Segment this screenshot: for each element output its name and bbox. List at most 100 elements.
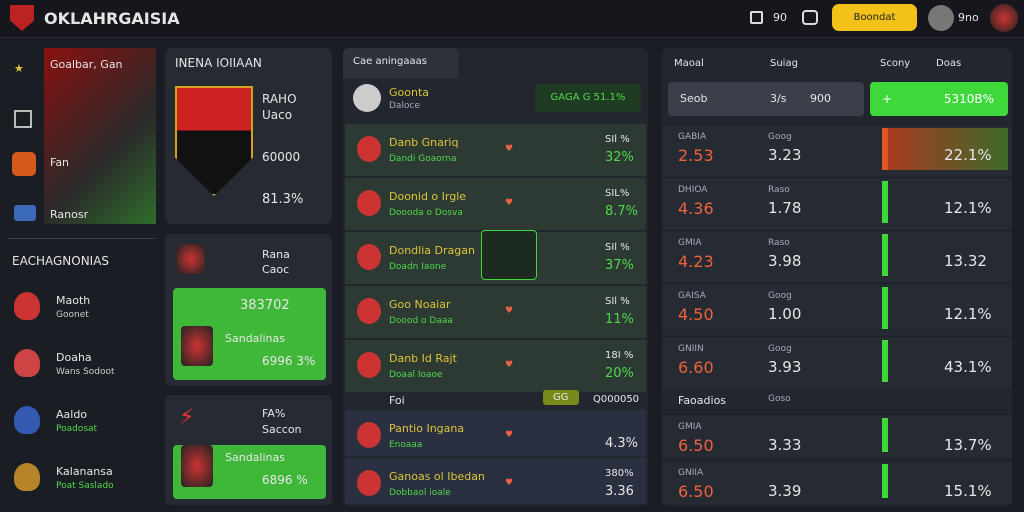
text: Uaco bbox=[262, 108, 293, 122]
bar-label: Seob bbox=[680, 92, 708, 105]
feature-title: Goalbar, Gan bbox=[50, 58, 123, 71]
match-top: SIl % bbox=[605, 134, 630, 145]
odds-bar bbox=[882, 181, 888, 223]
odds-row bbox=[662, 336, 1012, 388]
matches-panel: Cae aningaaas Goonta Daloce GAGA G 51.1%… bbox=[343, 48, 648, 506]
count: 90 bbox=[773, 11, 787, 24]
team-name: Maoth bbox=[56, 294, 91, 307]
pct: 6996 3% bbox=[262, 354, 316, 368]
odds-panel: Seob 3/s 900 + 5310B% Maoal Suiag Scony Doa… bbox=[662, 48, 1012, 506]
match-name: Pantio Ingana bbox=[389, 422, 465, 435]
team-logo bbox=[14, 463, 40, 491]
button[interactable]: Boondat bbox=[832, 4, 917, 31]
team-logo bbox=[357, 422, 381, 448]
value: 60000 bbox=[262, 150, 301, 164]
odds-label: GAISA bbox=[678, 291, 706, 301]
user: 9no bbox=[958, 11, 979, 24]
team-logo bbox=[357, 352, 381, 378]
arrow: ♥ bbox=[505, 478, 514, 488]
team-logo bbox=[357, 470, 381, 496]
odds-row bbox=[662, 460, 1012, 504]
bar-value[interactable]: + 5310B% bbox=[870, 82, 1008, 116]
text: RAHO bbox=[262, 92, 297, 106]
value: 383702 bbox=[240, 298, 290, 313]
avatar bbox=[353, 84, 381, 112]
name: Goonta bbox=[389, 86, 430, 99]
feature-image bbox=[44, 48, 156, 224]
odds-bar bbox=[882, 340, 888, 382]
card-title: INENA IOIIAAN bbox=[175, 56, 262, 70]
odds-bar bbox=[882, 287, 888, 329]
odds-value: 6.60 bbox=[678, 358, 714, 377]
odds-sub: Goog bbox=[768, 132, 792, 142]
badge[interactable]: GAGA G 51.1% bbox=[535, 84, 641, 112]
sub: Daloce bbox=[389, 101, 420, 111]
odds-label: GMIA bbox=[678, 238, 702, 248]
odds-right: 12.1% bbox=[944, 199, 992, 217]
match-pct: 8.7% bbox=[605, 204, 639, 219]
odds-right: 43.1% bbox=[944, 358, 992, 376]
sep-a: Faoadios bbox=[678, 394, 727, 407]
match-sub: Doooda o Dosva bbox=[389, 208, 463, 218]
match-pct: 20% bbox=[605, 366, 634, 381]
arrow: ♥ bbox=[505, 430, 514, 440]
match-sub: Doadn Iaone bbox=[389, 262, 447, 272]
icon[interactable] bbox=[750, 11, 763, 24]
odds-bar bbox=[882, 464, 888, 498]
odds-mid: 3.23 bbox=[768, 146, 802, 164]
team-logo bbox=[357, 298, 381, 324]
odds-mid: 1.00 bbox=[768, 305, 802, 323]
icon[interactable] bbox=[14, 110, 32, 128]
team-sub: Goonet bbox=[56, 310, 89, 320]
match-top: SIl % bbox=[605, 296, 630, 307]
odds-bar bbox=[882, 418, 888, 452]
odds-sub: Raso bbox=[768, 238, 790, 248]
match-sub: Doood o Daaa bbox=[389, 316, 453, 326]
bar[interactable] bbox=[668, 82, 864, 116]
match-top: SIL% bbox=[605, 188, 630, 199]
crest bbox=[175, 86, 253, 196]
icon[interactable] bbox=[12, 152, 36, 176]
match-name: Danb Gnariq bbox=[389, 136, 459, 149]
odds-value: 4.50 bbox=[678, 305, 714, 324]
card[interactable]: INENA IOIIAAN RAHO Uaco 60000 81.3% bbox=[165, 48, 332, 224]
avatar[interactable] bbox=[928, 5, 954, 31]
card[interactable]: Rana Caoc 383702 Sandalinas 6996 3% bbox=[165, 234, 332, 386]
match-pct: 3.36 bbox=[605, 484, 634, 499]
team-logo bbox=[357, 136, 381, 162]
icon[interactable] bbox=[802, 10, 818, 25]
team-logo bbox=[14, 292, 40, 320]
odds-sub: Goog bbox=[768, 291, 792, 301]
tab[interactable]: Cae aningaaas bbox=[343, 48, 458, 78]
match-row bbox=[345, 286, 646, 338]
match-pct: 37% bbox=[605, 258, 634, 273]
sep-label: Foi bbox=[389, 394, 405, 407]
arrow: ♥ bbox=[505, 360, 514, 370]
sep-badge: GG bbox=[543, 390, 579, 405]
match-top: 380% bbox=[605, 468, 634, 479]
feature-item: Ranosr bbox=[50, 208, 89, 221]
odds-sub: Goog bbox=[768, 344, 792, 354]
match-sub: Dobbaol ioale bbox=[389, 488, 451, 498]
avatar[interactable] bbox=[990, 4, 1018, 32]
section-title: EACHAGNONIAS bbox=[12, 254, 110, 268]
odds-mid: 3.39 bbox=[768, 482, 802, 500]
team-logo bbox=[14, 349, 40, 377]
odds-label: GMIA bbox=[678, 422, 702, 432]
arrow: ♥ bbox=[505, 144, 514, 154]
match-row bbox=[345, 178, 646, 230]
icon[interactable]: ★ bbox=[14, 62, 24, 75]
match-name: Dondlia Dragan bbox=[389, 244, 475, 257]
odds-mid: 1.78 bbox=[768, 199, 802, 217]
odds-label: GABIA bbox=[678, 132, 707, 142]
team-sub: Poadosat bbox=[56, 424, 98, 434]
card[interactable]: ⚡ FA% Saccon Sandalinas 6896 % bbox=[165, 395, 332, 505]
arrow: ♥ bbox=[505, 198, 514, 208]
odds-value: 6.50 bbox=[678, 482, 714, 501]
team-logo bbox=[357, 190, 381, 216]
crest bbox=[181, 326, 213, 366]
icon[interactable] bbox=[14, 205, 36, 221]
match-top: SIl % bbox=[605, 242, 630, 253]
column-header: Maoal bbox=[674, 58, 704, 69]
team-sub: Wans Sodoot bbox=[56, 367, 115, 377]
